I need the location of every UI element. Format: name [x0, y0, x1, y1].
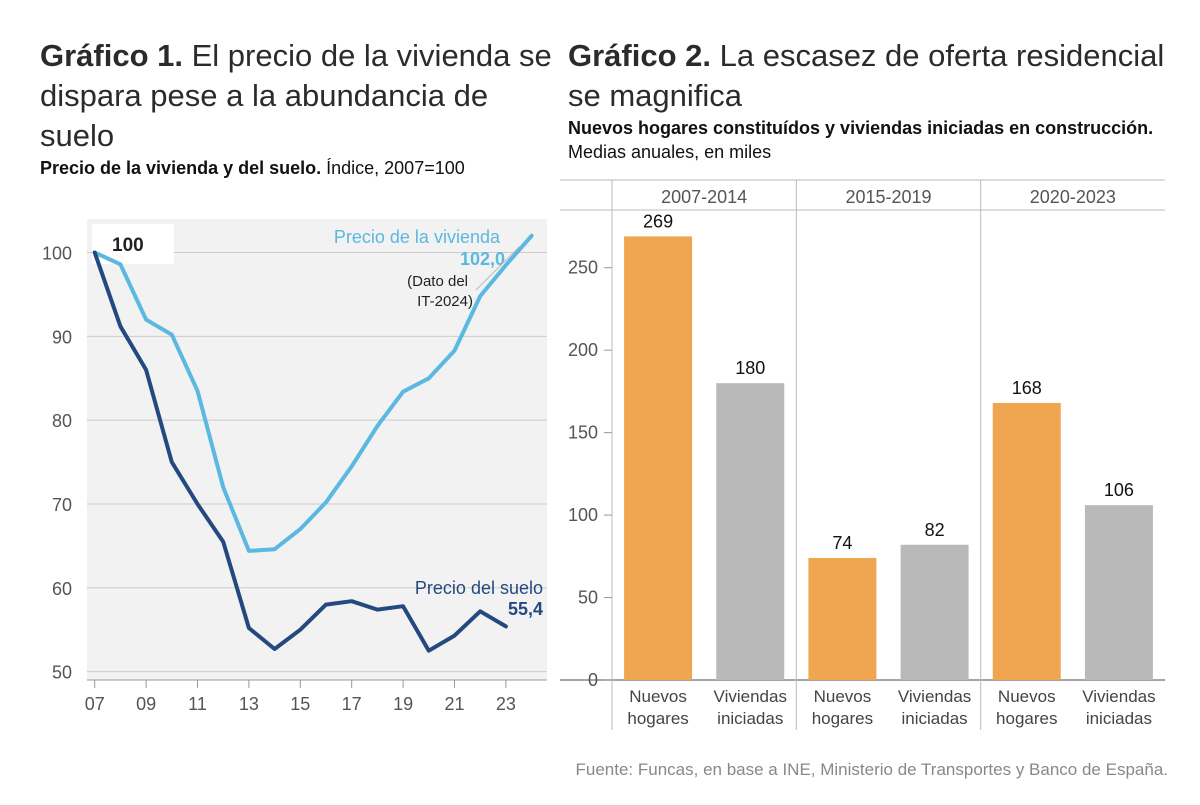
chart1-title-bold: Gráfico 1.	[40, 38, 183, 73]
chart2-subtitle: Nuevos hogares constituídos y viviendas …	[568, 116, 1168, 164]
vivienda-series-line	[92, 233, 534, 553]
y-tick-label-250: 250	[568, 258, 598, 278]
bar-value-viviendas-iniciadas-2020-2023: 106	[1104, 480, 1134, 500]
bar-chart-group-headers: 2007-2014 2015-2019 2020-2023	[661, 187, 1116, 207]
category-label-nuevos-hogares-2007-2014-2: hogares	[627, 709, 688, 728]
category-label-viviendas-iniciadas-2007-2014-1: Viviendas	[714, 687, 787, 706]
y-tick-label-50: 50	[52, 663, 72, 683]
y-tick-label-80: 80	[52, 411, 72, 431]
category-label-nuevos-hogares-2015-2019-1: Nuevos	[814, 687, 872, 706]
vivienda-series-label: Precio de la vivienda	[334, 227, 501, 247]
bar-viviendas-iniciadas-2020-2023	[1084, 505, 1153, 680]
chart2-title-bold: Gráfico 2.	[568, 38, 711, 73]
bar-nuevos-hogares-2015-2019	[808, 557, 877, 680]
group-header-2020-2023: 2020-2023	[1030, 187, 1116, 207]
x-tick-label-19: 19	[393, 694, 413, 714]
group-header-2007-2014: 2007-2014	[661, 187, 747, 207]
category-label-nuevos-hogares-2020-2023-2: hogares	[996, 709, 1057, 728]
chart1-title-text: El precio de la vivienda se dispara pese…	[40, 38, 552, 153]
x-tick-label-23: 23	[496, 694, 516, 714]
x-tick-label-11: 11	[188, 694, 207, 714]
y-tick-label-200: 200	[568, 340, 598, 360]
bar-value-nuevos-hogares-2015-2019: 74	[832, 533, 852, 553]
suelo-series-label: Precio del suelo	[415, 578, 543, 598]
category-label-nuevos-hogares-2015-2019-2: hogares	[812, 709, 873, 728]
bar-chart-bars: 269 180 74 82 168 106	[624, 211, 1153, 680]
y-tick-label-0: 0	[588, 670, 598, 690]
x-tick-label-13: 13	[239, 694, 259, 714]
bar-nuevos-hogares-2020-2023	[992, 402, 1061, 680]
bar-chart-frame	[560, 179, 1165, 730]
line-chart-series	[92, 233, 534, 653]
start-label: 100	[112, 235, 144, 256]
y-tick-label-100: 100	[42, 244, 72, 264]
bar-chart-y-axis: 0 50 100 150 200 250	[568, 258, 612, 690]
chart1-subtitle-bold: Precio de la vivienda y del suelo.	[40, 158, 322, 178]
line-chart-x-axis: 07 09 11 13 15 17 19 21 23	[85, 679, 547, 714]
category-label-viviendas-iniciadas-2007-2014-2: iniciadas	[717, 709, 783, 728]
bar-value-nuevos-hogares-2007-2014: 269	[643, 211, 673, 231]
x-tick-label-07: 07	[85, 694, 105, 714]
category-label-viviendas-iniciadas-2015-2019-2: iniciadas	[902, 709, 968, 728]
y-tick-label-70: 70	[52, 495, 72, 515]
chart2-subtitle-bold: Nuevos hogares constituídos y viviendas …	[568, 118, 1154, 138]
line-chart-gridlines	[87, 252, 547, 673]
bar-value-viviendas-iniciadas-2015-2019: 82	[925, 520, 945, 540]
chart2-title-text: La escasez de oferta residencial se magn…	[568, 38, 1165, 113]
vivienda-note-line1: (Dato del	[407, 273, 468, 290]
chart2-subtitle-text: Medias anuales, en miles	[568, 142, 772, 162]
bar-viviendas-iniciadas-2007-2014	[716, 383, 785, 680]
bar-value-nuevos-hogares-2020-2023: 168	[1012, 378, 1042, 398]
x-tick-label-15: 15	[290, 694, 310, 714]
chart1-subtitle: Precio de la vivienda y del suelo. Índic…	[40, 156, 470, 180]
category-label-nuevos-hogares-2007-2014-1: Nuevos	[629, 687, 687, 706]
bar-nuevos-hogares-2007-2014	[624, 236, 693, 680]
vivienda-note-line2: IT-2024)	[417, 293, 473, 310]
vivienda-note-leader	[475, 245, 521, 291]
y-tick-label-100: 100	[568, 505, 598, 525]
x-tick-label-17: 17	[342, 694, 362, 714]
x-tick-label-21: 21	[444, 694, 464, 714]
category-label-nuevos-hogares-2020-2023-1: Nuevos	[998, 687, 1056, 706]
chart2-title: Gráfico 2. La escasez de oferta residenc…	[568, 36, 1168, 116]
chart1-title: Gráfico 1. El precio de la vivienda se d…	[40, 36, 560, 156]
x-tick-label-09: 09	[136, 694, 156, 714]
line-chart-y-axis: 50 60 70 80 90 100	[42, 244, 72, 683]
source-note: Fuente: Funcas, en base a INE, Ministeri…	[575, 760, 1169, 779]
chart1-subtitle-text: Índice, 2007=100	[321, 158, 465, 178]
bar-value-viviendas-iniciadas-2007-2014: 180	[735, 358, 765, 378]
category-label-viviendas-iniciadas-2020-2023-2: iniciadas	[1086, 709, 1152, 728]
category-label-viviendas-iniciadas-2020-2023-1: Viviendas	[1082, 687, 1155, 706]
line-chart-plot-area	[87, 219, 547, 680]
group-header-2015-2019: 2015-2019	[845, 187, 931, 207]
vivienda-value-label: 102,0	[460, 249, 505, 269]
y-tick-label-90: 90	[52, 327, 72, 347]
y-tick-label-150: 150	[568, 423, 598, 443]
bar-chart-category-labels: Nuevos hogares Viviendas iniciadas Nuevos hog…	[627, 687, 1155, 728]
category-label-viviendas-iniciadas-2015-2019-1: Viviendas	[898, 687, 971, 706]
bar-viviendas-iniciadas-2015-2019	[900, 544, 969, 680]
y-tick-label-60: 60	[52, 579, 72, 599]
y-tick-label-50: 50	[578, 588, 598, 608]
suelo-value-label: 55,4	[508, 599, 543, 619]
